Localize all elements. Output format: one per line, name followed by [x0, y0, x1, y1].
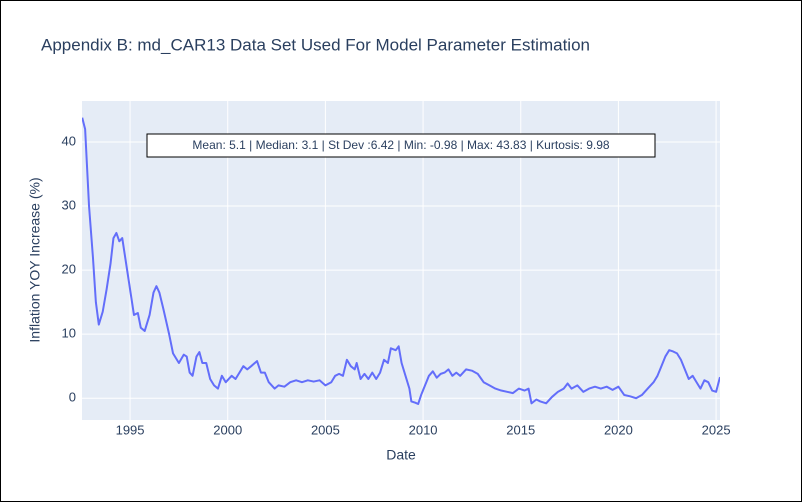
x-tick-label: 2025	[702, 422, 731, 437]
annotation-box	[146, 133, 656, 158]
x-tick-label: 2000	[213, 422, 242, 437]
data-line	[82, 117, 720, 405]
y-tick-label: 30	[62, 197, 76, 212]
x-tick-label: 1995	[116, 422, 145, 437]
x-tick-label: 2020	[604, 422, 633, 437]
x-tick-label: 2010	[409, 422, 438, 437]
annotation: Mean: 5.1 | Median: 3.1 | St Dev :6.42 |…	[192, 138, 609, 152]
x-tick-label: 2015	[506, 422, 535, 437]
y-tick-label: 20	[62, 262, 76, 277]
y-tick-label: 10	[62, 326, 76, 341]
x-tick-label: 2005	[311, 422, 340, 437]
chart-title: Appendix B: md_CAR13 Data Set Used For M…	[41, 35, 590, 54]
y-axis-label: Inflation YOY Increase (%)	[27, 177, 43, 342]
x-axis-label: Date	[386, 447, 416, 463]
y-tick-label: 40	[62, 133, 76, 148]
y-tick-label: 0	[69, 390, 76, 405]
